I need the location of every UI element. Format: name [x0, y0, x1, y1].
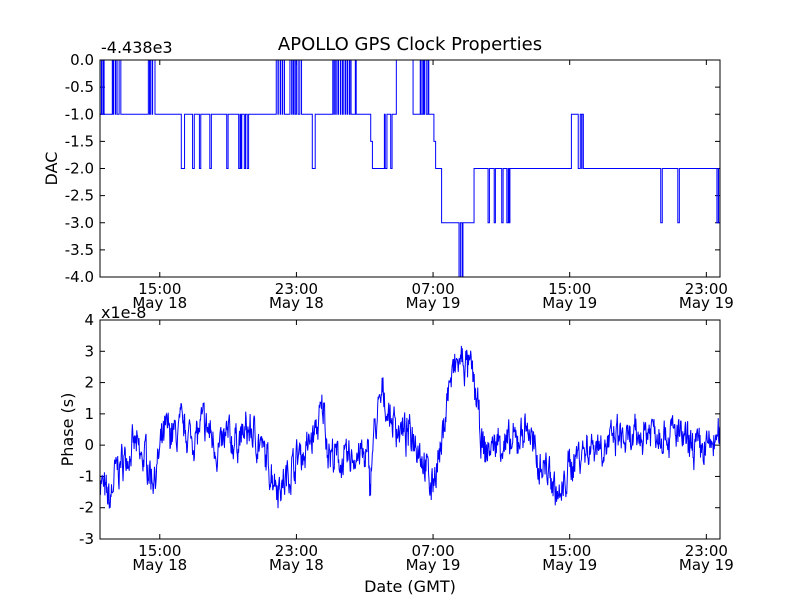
x-axis-label: Date (GMT)	[364, 577, 456, 596]
phase-series-line	[99, 345, 721, 509]
phase-ylabel: Phase (s)	[58, 393, 77, 467]
dac-ytick-label: -4.0	[65, 268, 94, 286]
phase-xtick-date-label: May 19	[542, 556, 597, 574]
phase-xtick-time-label: 07:00	[411, 542, 454, 560]
dac-ytick-label: -3.5	[65, 241, 94, 259]
dac-axes-frame	[99, 59, 721, 278]
phase-ytick-label: 0	[84, 436, 94, 454]
phase-xtick-time-label: 15:00	[548, 542, 591, 560]
dac-xtick-date-label: May 19	[679, 294, 734, 312]
phase-series-group	[99, 345, 721, 509]
dac-xtick-time-label: 23:00	[275, 280, 318, 298]
phase-ytick-label: -3	[79, 530, 94, 548]
dac-xtick-date-label: May 19	[542, 294, 597, 312]
dac-ytick-label: -2.5	[65, 187, 94, 205]
dac-xtick-time-label: 15:00	[548, 280, 591, 298]
dac-series-group	[100, 59, 721, 278]
dac-ytick-label: -3.0	[65, 214, 94, 232]
dac-xtick-date-label: May 18	[132, 294, 187, 312]
phase-ytick-label: -1	[79, 467, 94, 485]
figure-title: APOLLO GPS Clock Properties	[278, 34, 542, 55]
dac-ytick-label: -1.0	[65, 105, 94, 123]
phase-ytick-label: -2	[79, 499, 94, 517]
dac-xtick-time-label: 07:00	[411, 280, 454, 298]
phase-ytick-label: 2	[84, 374, 94, 392]
dac-xtick-date-label: May 18	[269, 294, 324, 312]
dac-xtick-time-label: 23:00	[685, 280, 728, 298]
dac-tick-group: 0.0 -0.5 -1.0 -1.5 -2.0 -2.5 -3.0 -3.5 -4.0 15:00…	[65, 51, 734, 312]
phase-xtick-date-label: May 18	[132, 556, 187, 574]
dac-series-line	[100, 59, 721, 278]
phase-xtick-time-label: 23:00	[275, 542, 318, 560]
phase-xtick-time-label: 23:00	[685, 542, 728, 560]
dac-ytick-label: 0.0	[70, 51, 94, 69]
dac-ytick-label: -1.5	[65, 132, 94, 150]
dac-xtick-date-label: May 19	[406, 294, 461, 312]
phase-ytick-label: 4	[84, 311, 94, 329]
phase-xtick-date-label: May 19	[406, 556, 461, 574]
phase-xtick-date-label: May 19	[679, 556, 734, 574]
phase-xtick-time-label: 15:00	[138, 542, 181, 560]
dac-panel: 0.0 -0.5 -1.0 -1.5 -2.0 -2.5 -3.0 -3.5 -4.0 15:00…	[42, 38, 734, 312]
phase-xtick-date-label: May 18	[269, 556, 324, 574]
dac-ylabel: DAC	[42, 152, 61, 186]
dac-xtick-time-label: 15:00	[138, 280, 181, 298]
dac-ytick-label: -2.0	[65, 160, 94, 178]
phase-ytick-label: 3	[84, 342, 94, 360]
phase-ytick-label: 1	[84, 405, 94, 423]
phase-axes-frame	[99, 319, 721, 540]
dac-ytick-label: -0.5	[65, 78, 94, 96]
phase-offset-label: x1e-8	[101, 303, 146, 322]
dac-offset-label: -4.438e3	[101, 38, 173, 57]
